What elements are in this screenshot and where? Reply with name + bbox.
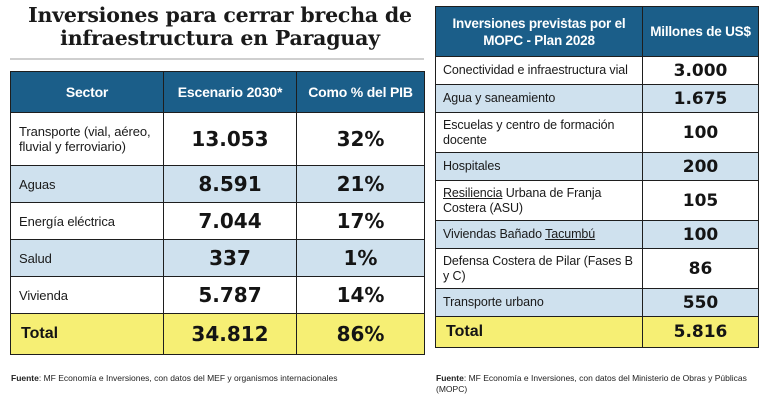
investment-name: Transporte urbano xyxy=(435,288,643,317)
total-label: Total xyxy=(435,316,643,348)
table-row: Transporte urbano 550 xyxy=(435,288,759,317)
table-row: Agua y saneamiento 1.675 xyxy=(435,84,759,113)
table-row: Escuelas y centro de formación docente 1… xyxy=(435,112,759,153)
source-label: Fuente xyxy=(436,373,464,383)
escenario-value: 13.053 xyxy=(163,112,297,166)
table-row: Aguas 8.591 21% xyxy=(10,165,425,203)
escenario-value: 8.591 xyxy=(163,165,297,203)
mopc-plan-table: Inversiones previstas por el MOPC - Plan… xyxy=(435,6,759,348)
investment-value: 105 xyxy=(642,180,759,221)
table-row: Salud 337 1% xyxy=(10,239,425,277)
investment-name: Defensa Costera de Pilar (Fases B y C) xyxy=(435,248,643,289)
escenario-value: 5.787 xyxy=(163,276,297,314)
total-value: 5.816 xyxy=(642,316,759,348)
investment-name: Hospitales xyxy=(435,152,643,181)
escenario-value: 7.044 xyxy=(163,202,297,240)
escenario-value: 337 xyxy=(163,239,297,277)
source-text: : MF Economía e Inversiones, con datos d… xyxy=(436,373,747,394)
pib-value: 21% xyxy=(296,165,425,203)
table-row: Vivienda 5.787 14% xyxy=(10,276,425,314)
investment-name: Viviendas Bañado Tacumbú xyxy=(435,220,643,249)
investment-value: 1.675 xyxy=(642,84,759,113)
source-text: : MF Economía e Inversiones, con datos d… xyxy=(38,373,338,383)
table-header-row: Inversiones previstas por el MOPC - Plan… xyxy=(435,6,759,57)
investment-value: 200 xyxy=(642,152,759,181)
investment-value: 86 xyxy=(642,248,759,289)
sector-name: Transporte (vial, aéreo, fluvial y ferro… xyxy=(10,112,164,166)
investment-value: 100 xyxy=(642,220,759,249)
header-inversiones-mopc: Inversiones previstas por el MOPC - Plan… xyxy=(435,6,643,57)
table-row: Resiliencia Urbana de Franja Costera (AS… xyxy=(435,180,759,221)
total-label: Total xyxy=(10,313,164,355)
table-row: Defensa Costera de Pilar (Fases B y C) 8… xyxy=(435,248,759,289)
sector-name: Salud xyxy=(10,239,164,277)
pib-value: 1% xyxy=(296,239,425,277)
sector-investment-table: Sector Escenario 2030* Como % del PIB Tr… xyxy=(10,71,425,355)
pib-value: 14% xyxy=(296,276,425,314)
table-row: Hospitales 200 xyxy=(435,152,759,181)
header-millones-usd: Millones de US$ xyxy=(642,6,759,57)
header-sector: Sector xyxy=(10,71,164,113)
investment-name: Conectividad e infraestructura vial xyxy=(435,56,643,85)
total-pib-value: 86% xyxy=(296,313,425,355)
total-escenario-value: 34.812 xyxy=(163,313,297,355)
investment-name-plain: Viviendas Bañado xyxy=(443,227,546,241)
total-row: Total 34.812 86% xyxy=(10,313,425,355)
investment-name: Escuelas y centro de formación docente xyxy=(435,112,643,153)
source-label: Fuente xyxy=(11,373,39,383)
header-escenario-2030: Escenario 2030* xyxy=(163,71,297,113)
source-note-right: Fuente: MF Economía e Inversiones, con d… xyxy=(436,373,756,395)
table-row: Transporte (vial, aéreo, fluvial y ferro… xyxy=(10,112,425,166)
investment-value: 100 xyxy=(642,112,759,153)
title-divider xyxy=(10,58,424,60)
header-pib-percent: Como % del PIB xyxy=(296,71,425,113)
table-row: Energía eléctrica 7.044 17% xyxy=(10,202,425,240)
sector-name: Aguas xyxy=(10,165,164,203)
investment-name: Resiliencia Urbana de Franja Costera (AS… xyxy=(435,180,643,221)
investment-value: 550 xyxy=(642,288,759,317)
investment-name: Agua y saneamiento xyxy=(435,84,643,113)
investment-value: 3.000 xyxy=(642,56,759,85)
investment-name-underlined: Resiliencia xyxy=(443,185,503,200)
table-row: Conectividad e infraestructura vial 3.00… xyxy=(435,56,759,85)
investment-name-rest: Urbana de Franja Costera (ASU) xyxy=(443,185,602,215)
table-row: Viviendas Bañado Tacumbú 100 xyxy=(435,220,759,249)
pib-value: 17% xyxy=(296,202,425,240)
pib-value: 32% xyxy=(296,112,425,166)
investment-name-underlined: Tacumbú xyxy=(545,227,596,241)
sector-name: Vivienda xyxy=(10,276,164,314)
source-note-left: Fuente: MF Economía e Inversiones, con d… xyxy=(11,373,341,384)
sector-name: Energía eléctrica xyxy=(10,202,164,240)
page-title: Inversiones para cerrar brecha de infrae… xyxy=(28,3,412,50)
table-header-row: Sector Escenario 2030* Como % del PIB xyxy=(10,71,425,113)
total-row: Total 5.816 xyxy=(435,316,759,348)
